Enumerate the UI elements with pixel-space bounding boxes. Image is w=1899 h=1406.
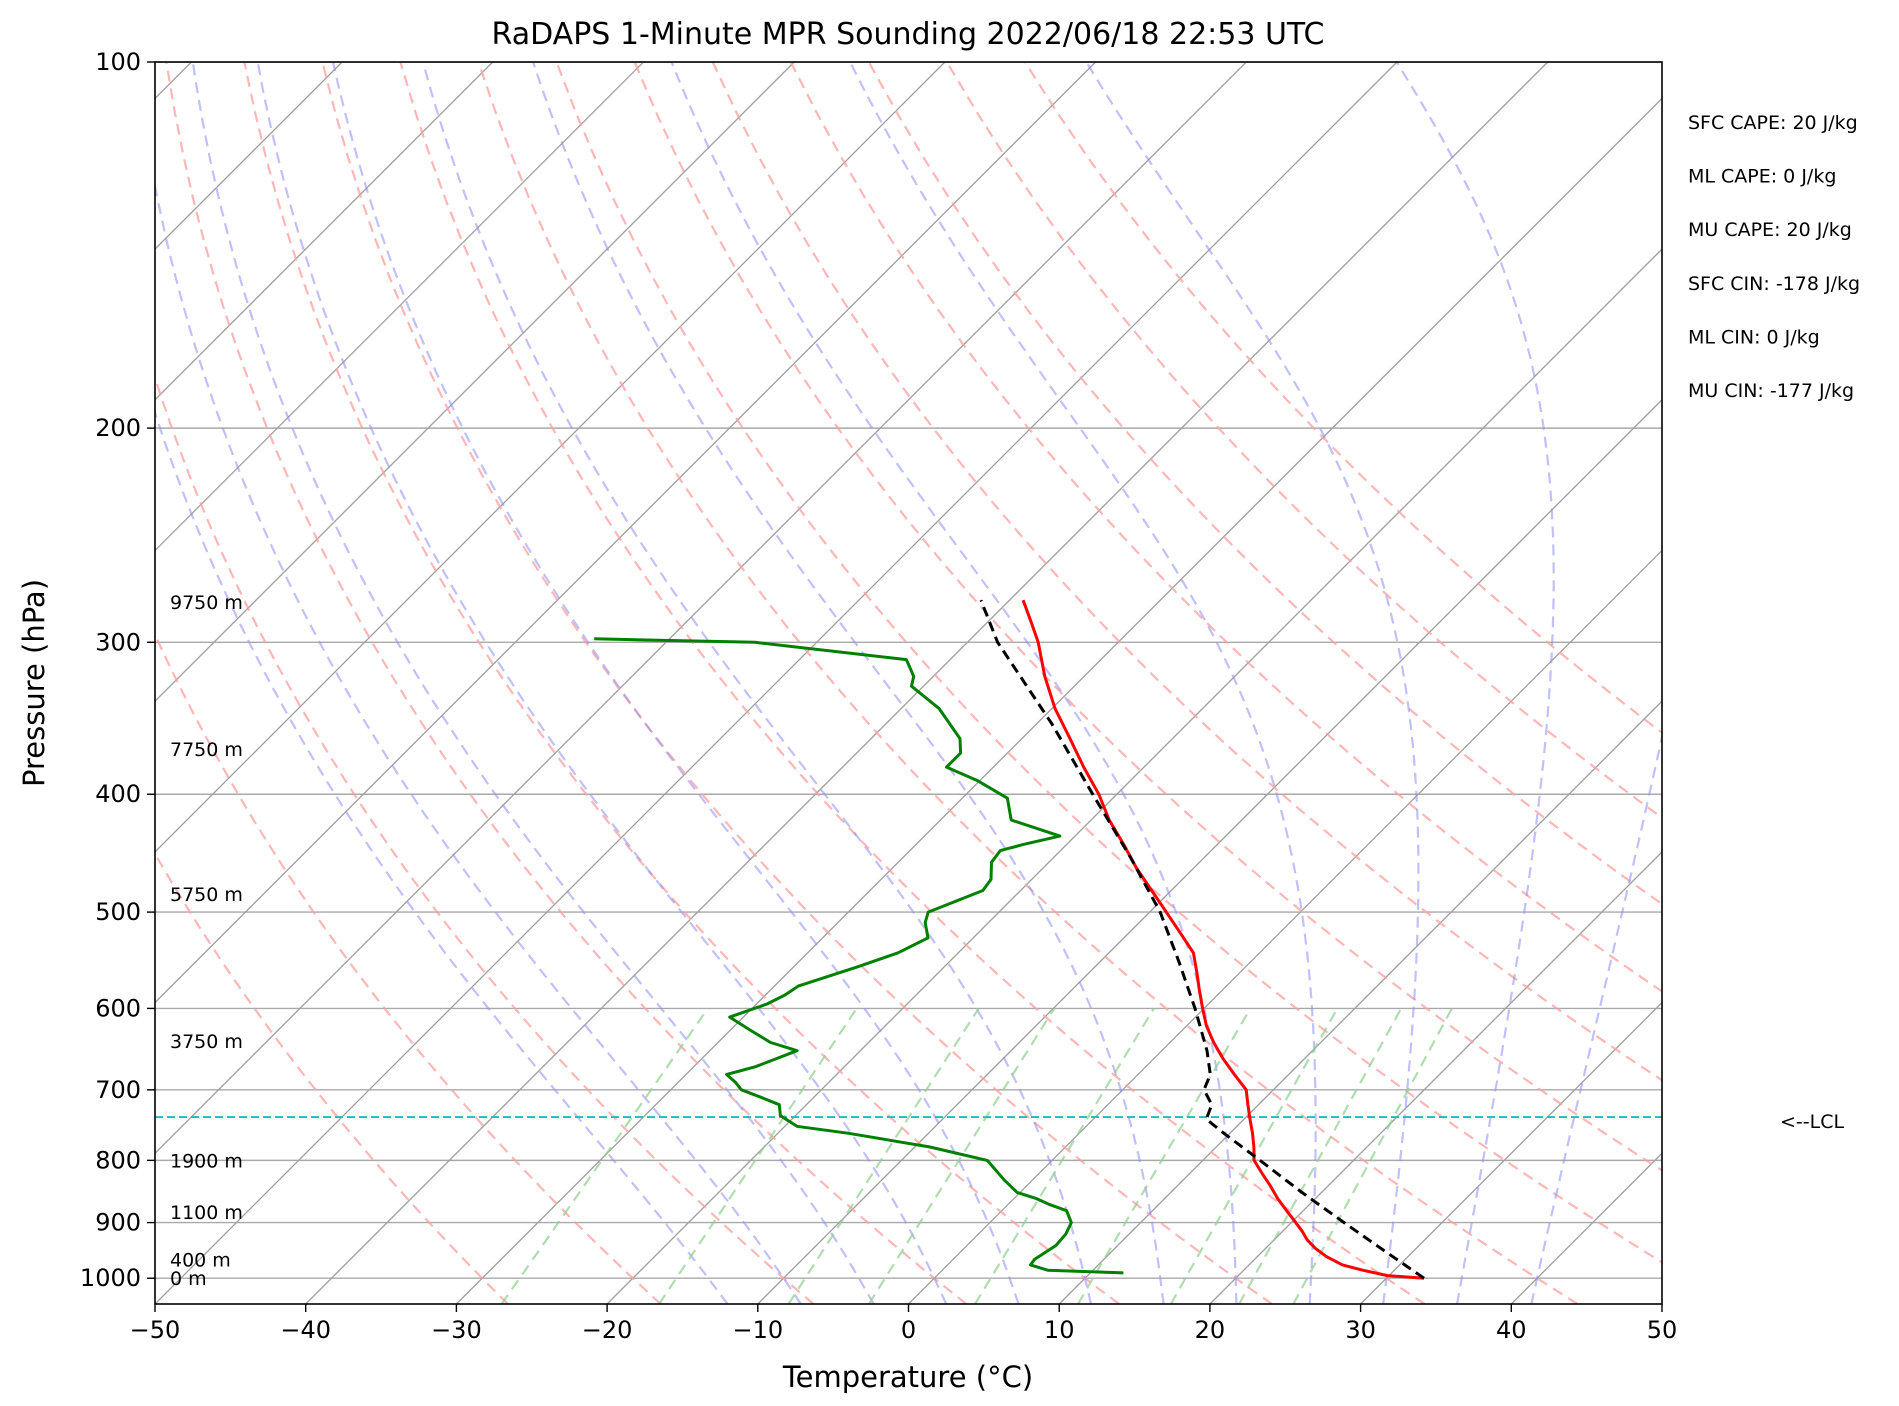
stat-line: SFC CAPE: 20 J/kg bbox=[1688, 112, 1858, 134]
y-tick-label: 100 bbox=[95, 48, 141, 76]
stat-line: MU CAPE: 20 J/kg bbox=[1688, 219, 1852, 241]
x-tick-label: −10 bbox=[732, 1316, 783, 1344]
moist-adiabat-line bbox=[670, 62, 1238, 1304]
height-labels: 9750 m 7750 m 5750 m 3750 m 1900 m 1100 m 400 … bbox=[170, 592, 243, 1290]
isotherm-line bbox=[908, 549, 1662, 1304]
dry-adiabat-line bbox=[711, 62, 1662, 1082]
y-tick-label: 900 bbox=[95, 1209, 141, 1237]
moist-adiabat-line bbox=[1530, 731, 1662, 1304]
isotherm-line bbox=[155, 62, 1097, 1004]
isotherm-line bbox=[155, 62, 1247, 1155]
dry-adiabat-line bbox=[1023, 62, 1662, 735]
mixing-ratio-line bbox=[1238, 1007, 1403, 1304]
mixing-ratio-line bbox=[1077, 1007, 1252, 1304]
y-tick-label: 600 bbox=[95, 994, 141, 1022]
isotherm-line bbox=[1209, 850, 1662, 1304]
dry-adiabat-line bbox=[243, 62, 1120, 1304]
height-label: 5750 m bbox=[170, 884, 243, 906]
height-label: 9750 m bbox=[170, 592, 243, 614]
mixing-ratio-line bbox=[867, 1007, 1056, 1304]
x-tick-label: 50 bbox=[1647, 1316, 1678, 1344]
x-tick-label: −20 bbox=[582, 1316, 633, 1344]
stat-line: MU CIN: -177 J/kg bbox=[1688, 380, 1854, 402]
background-lines bbox=[155, 62, 1662, 1304]
series-line-0 bbox=[1021, 599, 1425, 1280]
x-tick-label: 40 bbox=[1496, 1316, 1527, 1344]
chart-title: RaDAPS 1-Minute MPR Sounding 2022/06/18 … bbox=[492, 17, 1325, 52]
isotherm-line bbox=[155, 62, 644, 552]
moist-adiabat-line bbox=[1395, 62, 1555, 1304]
mixing-ratio-line bbox=[1292, 1007, 1453, 1304]
isotherm-line bbox=[155, 62, 494, 401]
isotherm-line bbox=[1058, 700, 1662, 1304]
x-axis: −50 −40 −30 −20 −10 0 10 20 30 40 50 bbox=[130, 1304, 1678, 1344]
dry-adiabat-line bbox=[155, 374, 815, 1304]
y-tick-label: 300 bbox=[95, 628, 141, 656]
x-tick-label: 0 bbox=[901, 1316, 916, 1344]
mixing-ratio-line bbox=[787, 1007, 980, 1304]
x-tick-label: −40 bbox=[280, 1316, 331, 1344]
x-tick-label: 30 bbox=[1345, 1316, 1376, 1344]
height-label: 1900 m bbox=[170, 1150, 243, 1172]
isotherm-line bbox=[155, 62, 1398, 1304]
y-tick-label: 800 bbox=[95, 1146, 141, 1174]
series-line-2 bbox=[979, 599, 1425, 1280]
y-tick-label: 500 bbox=[95, 898, 141, 926]
stat-line: ML CAPE: 0 J/kg bbox=[1688, 166, 1836, 188]
isotherm-line bbox=[155, 62, 795, 703]
y-tick-label: 200 bbox=[95, 414, 141, 442]
dry-adiabat-line bbox=[555, 62, 1662, 1264]
dry-adiabat-line bbox=[321, 62, 1273, 1304]
dry-adiabat-line bbox=[399, 62, 1426, 1304]
moist-adiabat-line bbox=[532, 62, 1165, 1304]
height-label: 3750 m bbox=[170, 1031, 243, 1053]
moist-adiabat-line bbox=[421, 62, 1093, 1304]
dry-adiabat-line bbox=[477, 62, 1579, 1304]
dry-adiabat-line bbox=[867, 62, 1662, 906]
height-label: 0 m bbox=[170, 1268, 207, 1290]
mixing-ratio-line bbox=[974, 1007, 1155, 1304]
stat-line: ML CIN: 0 J/kg bbox=[1688, 326, 1820, 348]
y-tick-label: 700 bbox=[95, 1076, 141, 1104]
dry-adiabat-line bbox=[155, 632, 662, 1304]
moist-adiabat-line bbox=[256, 62, 948, 1304]
isotherm-line bbox=[155, 62, 946, 853]
stats-panel: SFC CAPE: 20 J/kg ML CAPE: 0 J/kg MU CAPE:… bbox=[1688, 112, 1860, 402]
x-tick-label: −30 bbox=[431, 1316, 482, 1344]
moist-adiabat-line bbox=[155, 180, 802, 1304]
isotherm-line bbox=[455, 97, 1662, 1304]
height-label: 1100 m bbox=[170, 1202, 243, 1224]
moist-adiabat-line bbox=[1085, 62, 1420, 1304]
data-series bbox=[594, 599, 1425, 1280]
y-tick-label: 1000 bbox=[80, 1264, 141, 1292]
isotherm-line bbox=[1360, 1001, 1662, 1304]
mixing-ratio-line bbox=[500, 1007, 709, 1304]
series-line-1 bbox=[594, 637, 1124, 1275]
mixing-ratio-line bbox=[658, 1007, 858, 1304]
lcl-label: <--LCL bbox=[1780, 1111, 1844, 1133]
y-axis: 100 200 300 400 500 600 700 800 900 1000 bbox=[80, 48, 155, 1292]
y-axis-label: Pressure (hPa) bbox=[17, 579, 51, 787]
moist-adiabat-line bbox=[191, 62, 875, 1304]
moist-adiabat-line bbox=[331, 62, 1020, 1304]
moist-adiabat-line bbox=[849, 62, 1317, 1304]
dry-adiabat-line bbox=[633, 62, 1662, 1172]
dry-adiabat-line bbox=[165, 62, 967, 1304]
x-axis-label: Temperature (°C) bbox=[782, 1360, 1033, 1394]
height-label: 400 m bbox=[170, 1249, 231, 1271]
height-label: 7750 m bbox=[170, 739, 243, 761]
isotherm-line bbox=[606, 248, 1662, 1304]
dry-adiabat-line bbox=[155, 851, 509, 1304]
x-tick-label: 10 bbox=[1044, 1316, 1075, 1344]
y-tick-label: 400 bbox=[95, 780, 141, 808]
isotherm-line bbox=[305, 62, 1549, 1304]
x-tick-label: −50 bbox=[130, 1316, 181, 1344]
dry-adiabat-line bbox=[789, 62, 1662, 993]
stat-line: SFC CIN: -178 J/kg bbox=[1688, 273, 1860, 295]
moist-adiabat-line bbox=[155, 409, 729, 1304]
x-tick-label: 20 bbox=[1195, 1316, 1226, 1344]
isotherm-line bbox=[757, 398, 1662, 1304]
